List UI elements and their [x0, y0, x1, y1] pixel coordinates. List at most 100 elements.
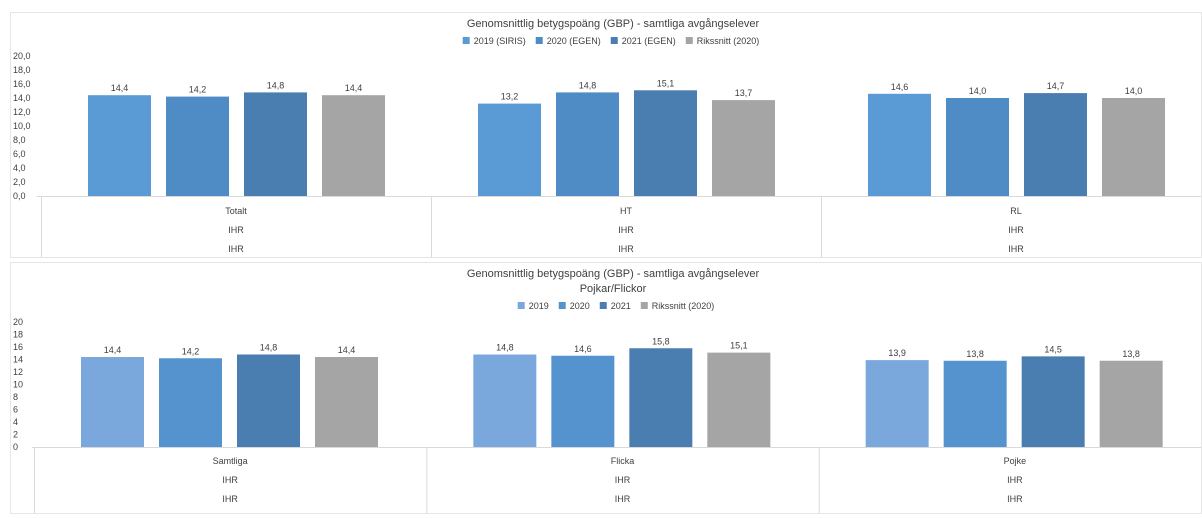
x-category-label-1: Flicka	[611, 456, 635, 466]
x-group-label-row2-1: IHR	[618, 244, 634, 254]
data-label-totalt-series-2: 14,8	[267, 80, 285, 90]
bar-rl-series-0	[868, 93, 931, 196]
x-group-label-row1-0: IHR	[222, 475, 238, 485]
data-label-ht-series-0: 13,2	[501, 92, 519, 102]
bar-pojke-series-1	[943, 360, 1007, 447]
data-label-totalt-series-1: 14,2	[189, 85, 207, 95]
data-label-pojke-series-2: 14,5	[1044, 344, 1062, 354]
legend-swatch-0	[517, 302, 525, 309]
data-label-rl-series-3: 14,0	[1125, 86, 1143, 96]
data-label-flicka-series-3: 15,1	[730, 341, 748, 351]
chart-title: Genomsnittlig betygspoäng (GBP) - samtli…	[467, 268, 760, 280]
bar-totalt-series-0	[88, 95, 151, 196]
y-tick-label-5: 10,0	[13, 121, 31, 131]
bar-pojke-series-0	[865, 360, 929, 447]
legend-label-2: 2021 (EGEN)	[622, 36, 676, 46]
data-label-totalt-series-0: 14,4	[111, 83, 129, 93]
bar-flicka-series-0	[473, 354, 537, 447]
bar-flicka-series-2	[629, 348, 693, 447]
data-label-samtliga-series-3: 14,4	[338, 345, 356, 355]
x-group-label-row2-2: IHR	[1008, 244, 1024, 254]
y-tick-label-7: 14	[13, 355, 23, 365]
x-group-label-row1-2: IHR	[1007, 475, 1023, 485]
chart-gbp-total: Genomsnittlig betygspoäng (GBP) - samtli…	[10, 12, 1202, 258]
y-tick-label-9: 18	[13, 330, 23, 340]
y-tick-label-3: 6,0	[13, 149, 26, 159]
y-tick-label-10: 20	[13, 317, 23, 327]
y-tick-label-4: 8,0	[13, 135, 26, 145]
data-label-samtliga-series-1: 14,2	[182, 346, 200, 356]
legend-label-1: 2020 (EGEN)	[547, 36, 601, 46]
chart-gbp-gender: Genomsnittlig betygspoäng (GBP) - samtli…	[10, 262, 1202, 514]
y-tick-label-2: 4,0	[13, 163, 26, 173]
data-label-ht-series-3: 13,7	[735, 88, 753, 98]
bar-pojke-series-3	[1099, 360, 1163, 447]
x-category-label-0: Totalt	[225, 206, 247, 216]
bar-ht-series-1	[556, 92, 619, 196]
bar-rl-series-2	[1024, 93, 1087, 196]
data-label-pojke-series-0: 13,9	[888, 348, 906, 358]
chart-subtitle: Pojkar/Flickor	[580, 283, 647, 295]
data-label-ht-series-1: 14,8	[579, 80, 597, 90]
bar-samtliga-series-1	[159, 358, 222, 447]
legend-swatch-2	[610, 37, 618, 44]
x-group-label-row1-0: IHR	[228, 225, 244, 235]
legend-swatch-2	[599, 302, 607, 309]
bar-ht-series-0	[478, 103, 541, 196]
legend-label-3: Rikssnitt (2020)	[652, 301, 715, 311]
bar-rl-series-3	[1102, 98, 1165, 196]
legend-swatch-1	[558, 302, 566, 309]
legend-swatch-0	[462, 37, 470, 44]
chart-title: Genomsnittlig betygspoäng (GBP) - samtli…	[467, 18, 760, 30]
x-group-label-row2-2: IHR	[1007, 494, 1023, 504]
bar-ht-series-3	[712, 100, 775, 196]
x-group-label-row1-1: IHR	[618, 225, 634, 235]
y-tick-label-2: 4	[13, 417, 18, 427]
y-tick-label-3: 6	[13, 405, 18, 415]
data-label-flicka-series-0: 14,8	[496, 343, 514, 353]
x-group-label-row1-2: IHR	[1008, 225, 1024, 235]
legend-label-3: Rikssnitt (2020)	[697, 36, 760, 46]
data-label-rl-series-1: 14,0	[969, 86, 987, 96]
data-label-ht-series-2: 15,1	[657, 78, 675, 88]
legend-label-2: 2021	[611, 301, 631, 311]
data-label-pojke-series-3: 13,8	[1122, 349, 1140, 359]
legend-swatch-1	[535, 37, 543, 44]
y-tick-label-1: 2,0	[13, 177, 26, 187]
chart-gbp-total-svg: Genomsnittlig betygspoäng (GBP) - samtli…	[13, 18, 1201, 257]
data-label-samtliga-series-0: 14,4	[104, 345, 122, 355]
x-category-label-2: RL	[1010, 206, 1022, 216]
y-tick-label-0: 0	[13, 442, 18, 452]
bar-totalt-series-1	[166, 96, 229, 196]
legend-swatch-3	[685, 37, 693, 44]
bar-pojke-series-2	[1021, 356, 1085, 447]
y-tick-label-8: 16	[13, 342, 23, 352]
data-label-totalt-series-3: 14,4	[345, 83, 363, 93]
x-category-label-1: HT	[620, 206, 632, 216]
legend-swatch-3	[640, 302, 648, 309]
data-label-rl-series-2: 14,7	[1047, 81, 1065, 91]
chart-gbp-gender-svg: Genomsnittlig betygspoäng (GBP) - samtli…	[13, 268, 1201, 513]
bar-totalt-series-3	[322, 95, 385, 196]
data-label-pojke-series-1: 13,8	[966, 349, 984, 359]
y-tick-label-4: 8	[13, 392, 18, 402]
bar-flicka-series-1	[551, 355, 615, 447]
y-tick-label-6: 12	[13, 367, 23, 377]
x-group-label-row1-1: IHR	[615, 475, 631, 485]
legend-label-1: 2020	[570, 301, 590, 311]
legend-label-0: 2019 (SIRIS)	[474, 36, 526, 46]
x-group-label-row2-0: IHR	[228, 244, 244, 254]
bar-rl-series-1	[946, 98, 1009, 196]
x-category-label-2: Pojke	[1004, 456, 1027, 466]
y-tick-label-1: 2	[13, 430, 18, 440]
data-label-rl-series-0: 14,6	[891, 82, 909, 92]
x-group-label-row2-1: IHR	[615, 494, 631, 504]
y-tick-label-0: 0,0	[13, 191, 26, 201]
bar-samtliga-series-0	[81, 357, 144, 447]
y-tick-label-8: 16,0	[13, 79, 31, 89]
y-tick-label-6: 12,0	[13, 107, 31, 117]
y-tick-label-7: 14,0	[13, 93, 31, 103]
bar-ht-series-2	[634, 90, 697, 196]
x-category-label-0: Samtliga	[213, 456, 248, 466]
legend-label-0: 2019	[529, 301, 549, 311]
